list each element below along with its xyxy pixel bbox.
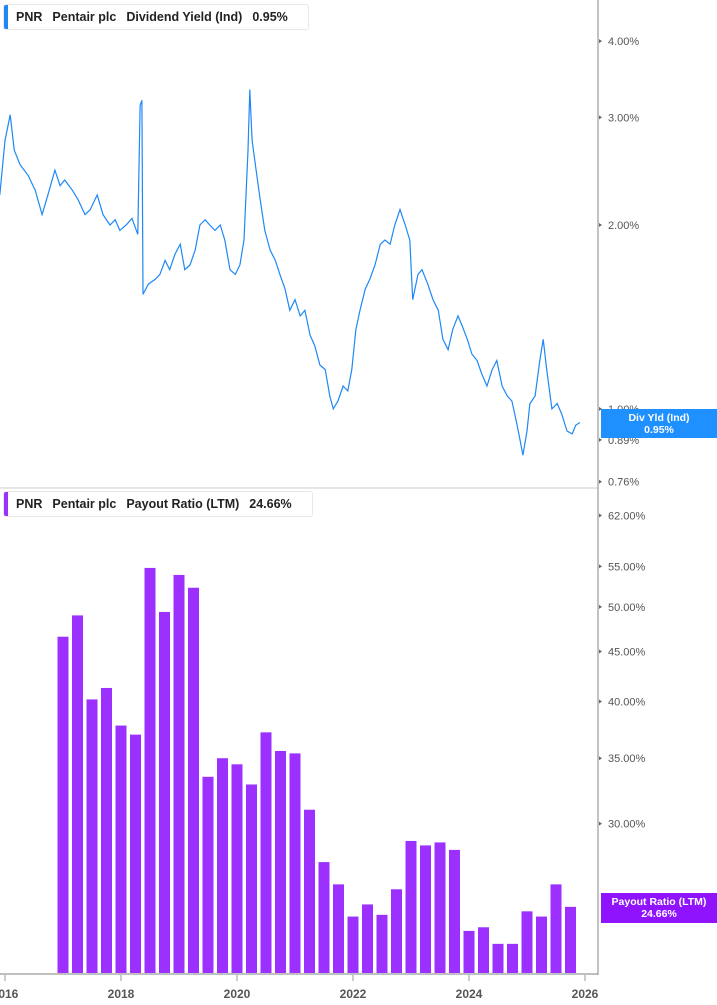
- payout-ratio-bar: [57, 636, 69, 973]
- dividend-yield-legend[interactable]: PNR Pentair plc Dividend Yield (Ind) 0.9…: [3, 4, 309, 30]
- payout-ratio-bar: [188, 587, 199, 973]
- dividend-yield-line: [0, 89, 581, 456]
- payout-ratio-bar: [144, 567, 156, 973]
- legend-company: Pentair plc: [52, 10, 117, 24]
- x-axis-tick-label: 2020: [224, 987, 251, 1001]
- legend-value: 24.66%: [249, 497, 292, 511]
- payout-ratio-plot: [57, 567, 576, 973]
- payout-ratio-bar: [86, 699, 98, 973]
- y-tick-mark: [599, 649, 602, 654]
- dividend-yield-plot: [0, 89, 581, 456]
- payout-ratio-bar: [231, 764, 243, 973]
- legend-color-swatch: [4, 5, 8, 29]
- payout-ratio-bar: [130, 734, 141, 973]
- payout-ratio-bar: [289, 753, 301, 973]
- payout-axis-tick-label: 62.00%: [608, 511, 646, 523]
- payout-ratio-bar: [449, 849, 460, 973]
- legend-company: Pentair plc: [52, 497, 117, 511]
- payout-ratio-bar: [536, 916, 547, 973]
- payout-ratio-bar: [376, 914, 388, 973]
- yield-axis-tick-label: 2.00%: [608, 220, 639, 232]
- payout-ratio-bar: [391, 889, 402, 973]
- payout-ratio-bar: [318, 862, 330, 973]
- x-axis-tick-label: 2026: [572, 987, 599, 1001]
- y-tick-mark: [599, 406, 602, 411]
- yield-axis-tick-label: 4.00%: [608, 36, 639, 48]
- payout-ratio-bar: [362, 904, 373, 973]
- legend-color-swatch: [4, 492, 8, 516]
- payout-ratio-bar: [159, 611, 170, 973]
- y-tick-mark: [599, 564, 602, 569]
- axes: 4.00%3.00%2.00%1.00%0.89%0.76%62.00%55.0…: [0, 0, 646, 1001]
- yield-axis-tick-label: 3.00%: [608, 112, 639, 124]
- legend-metric: Dividend Yield (Ind): [126, 10, 243, 24]
- payout-ratio-bar: [478, 927, 489, 973]
- payout-ratio-bar: [260, 732, 272, 973]
- payout-ratio-value-tag: Payout Ratio (LTM) 24.66%: [601, 893, 717, 923]
- payout-axis-tick-label: 55.00%: [608, 561, 646, 573]
- y-tick-mark: [599, 479, 602, 484]
- payout-ratio-bar: [550, 884, 562, 973]
- payout-ratio-bar: [173, 574, 185, 973]
- payout-ratio-bar: [434, 842, 446, 973]
- payout-ratio-bar: [304, 809, 315, 973]
- tag-value: 24.66%: [641, 908, 677, 920]
- payout-axis-tick-label: 50.00%: [608, 602, 646, 614]
- payout-ratio-bar: [521, 911, 533, 973]
- legend-value: 0.95%: [252, 10, 288, 24]
- y-tick-mark: [599, 699, 602, 704]
- payout-axis-tick-label: 40.00%: [608, 697, 646, 709]
- yield-axis-tick-label: 0.76%: [608, 477, 639, 489]
- payout-ratio-bar: [347, 916, 359, 973]
- payout-ratio-bar: [405, 840, 417, 973]
- payout-ratio-bar: [565, 906, 576, 973]
- y-tick-mark: [599, 756, 602, 761]
- y-tick-mark: [599, 437, 602, 442]
- payout-ratio-bar: [492, 943, 504, 973]
- payout-ratio-legend[interactable]: PNR Pentair plc Payout Ratio (LTM) 24.66…: [3, 491, 313, 517]
- payout-axis-tick-label: 45.00%: [608, 647, 646, 659]
- x-axis-tick-label: 2024: [456, 987, 483, 1001]
- y-tick-mark: [599, 604, 602, 609]
- dividend-yield-value-tag: Div Yld (Ind) 0.95%: [601, 409, 717, 438]
- payout-ratio-bar: [463, 930, 475, 973]
- x-axis-tick-label: 2016: [0, 987, 19, 1001]
- payout-ratio-bar: [72, 615, 83, 973]
- tag-value: 0.95%: [644, 424, 674, 436]
- payout-axis-tick-label: 30.00%: [608, 819, 646, 831]
- x-axis-tick-label: 2018: [108, 987, 135, 1001]
- x-axis-tick-label: 2022: [340, 987, 367, 1001]
- legend-ticker: PNR: [16, 497, 43, 511]
- y-tick-mark: [599, 115, 602, 120]
- payout-ratio-bar: [101, 687, 112, 973]
- legend-metric: Payout Ratio (LTM): [126, 497, 240, 511]
- payout-ratio-bar: [115, 725, 127, 973]
- y-tick-mark: [599, 39, 602, 44]
- legend-ticker: PNR: [16, 10, 43, 24]
- payout-ratio-bar: [333, 884, 344, 973]
- payout-axis-tick-label: 35.00%: [608, 753, 646, 765]
- payout-ratio-bar: [202, 776, 214, 973]
- payout-ratio-bar: [275, 750, 286, 973]
- payout-ratio-bar: [246, 784, 257, 973]
- y-tick-mark: [599, 222, 602, 227]
- y-tick-mark: [599, 513, 602, 518]
- payout-ratio-bar: [217, 758, 228, 973]
- payout-ratio-bar: [507, 943, 518, 973]
- tag-label: Div Yld (Ind): [628, 412, 690, 424]
- y-tick-mark: [599, 821, 602, 826]
- tag-label: Payout Ratio (LTM): [611, 896, 707, 908]
- payout-ratio-bar: [420, 845, 431, 973]
